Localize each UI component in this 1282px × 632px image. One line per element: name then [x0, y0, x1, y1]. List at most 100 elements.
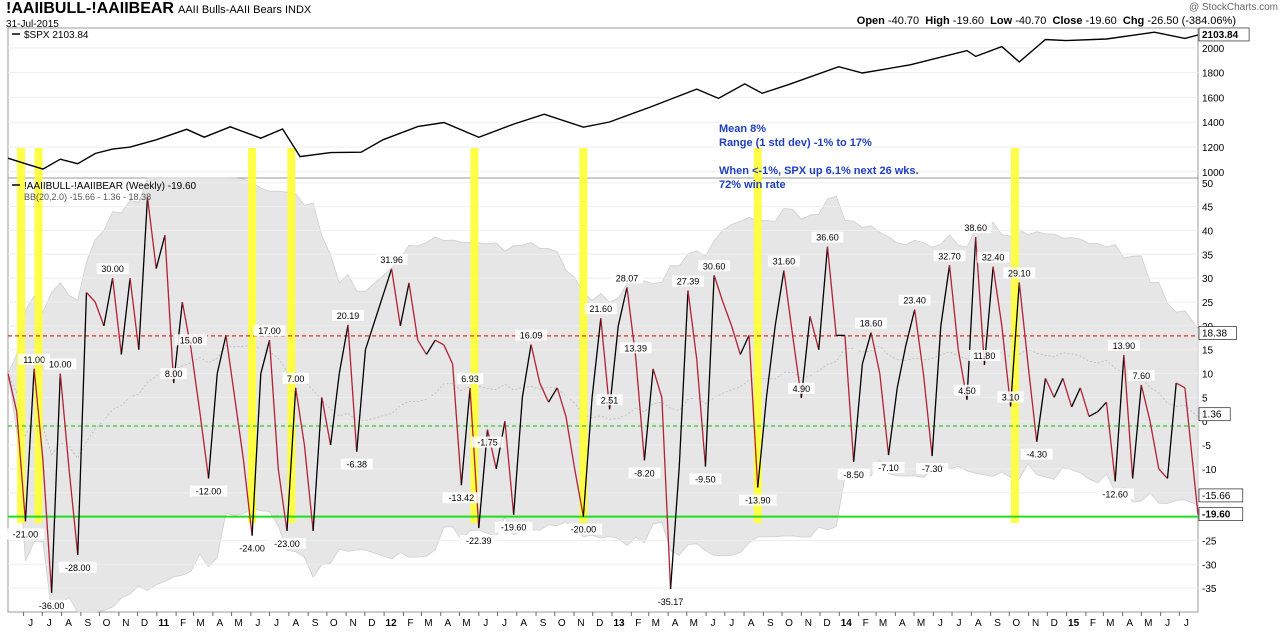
callout-bg — [898, 294, 931, 306]
spx-tick-label: 1800 — [1202, 69, 1225, 80]
spread-segment — [1070, 387, 1081, 408]
spread-segment — [1018, 282, 1029, 365]
callout-label: -4.30 — [1026, 450, 1047, 460]
spread-segment — [678, 290, 689, 467]
value-callouts: -21.00 11.00 -36.00 10.00 -28.00 30.00 8.00 15.… — [6, 222, 1155, 611]
callout-label: -7.10 — [878, 463, 899, 473]
spread-segment — [844, 335, 855, 462]
callout-label: 6.93 — [461, 374, 479, 384]
spread-segment — [207, 373, 218, 479]
spread-segment — [286, 387, 297, 531]
callout-bg — [340, 458, 373, 470]
callout-label: 3.10 — [1002, 392, 1020, 402]
callout-bg — [494, 521, 533, 533]
spread-segment — [512, 397, 524, 515]
x-tick-label: M — [917, 618, 925, 629]
spread-tick-label: 10 — [1202, 370, 1214, 381]
annotation-signal: When <-1%, SPX up 6.1% next 26 wks. — [719, 165, 919, 177]
x-tick-label: N — [577, 618, 584, 629]
x-tick-label: F — [635, 618, 641, 629]
callout-bg — [811, 231, 844, 243]
callout-bg — [698, 260, 731, 272]
callout-bg — [837, 468, 870, 480]
spx-tick-label: 2000 — [1202, 44, 1225, 55]
callout-label: -24.00 — [239, 544, 265, 554]
x-tick-label: M — [690, 618, 698, 629]
spx-tick-label: 1000 — [1202, 168, 1225, 179]
callout-label: 18.60 — [860, 319, 883, 329]
x-tick-label: M — [1106, 618, 1114, 629]
x-tick-label: D — [596, 618, 603, 629]
change-value: -26.50 (-384.06%) — [1147, 15, 1236, 27]
low-value: -40.70 — [1015, 15, 1047, 27]
brand-logo[interactable]: @ StockCharts.com — [1188, 2, 1278, 13]
spread-segment — [600, 318, 611, 410]
callout-label: 7.00 — [287, 374, 305, 384]
spread-legend: !AAIIBULL-!AAIIBEAR (Weekly) -19.60 — [24, 181, 197, 192]
spread-segment — [1166, 383, 1177, 479]
spread-segment — [190, 349, 201, 412]
callout-label: 30.00 — [101, 264, 124, 274]
spread-segment — [364, 268, 393, 350]
spx-tick-label: 1400 — [1202, 118, 1225, 129]
callout-label: 38.60 — [964, 223, 987, 233]
spread-segment — [33, 368, 44, 460]
callout-bg — [332, 309, 364, 321]
spread-segment — [138, 197, 149, 350]
spread-segment — [539, 382, 550, 403]
x-tick-label: M — [652, 618, 660, 629]
spread-segment — [24, 368, 35, 522]
x-tick-label: 15 — [1068, 618, 1080, 629]
spread-segment — [669, 466, 680, 590]
spread-segment — [696, 359, 707, 467]
callout-label: -13.42 — [449, 493, 475, 503]
x-tick-label: N — [122, 618, 129, 629]
callout-bg — [96, 263, 129, 275]
spread-segment — [582, 397, 593, 517]
spread-segment — [443, 344, 454, 365]
callout-bg — [916, 463, 949, 475]
spread-segment — [1140, 384, 1151, 422]
x-tick-label: S — [994, 618, 1001, 629]
spread-segment — [992, 266, 1003, 326]
spread-segment — [1053, 378, 1064, 398]
change-label: Chg — [1122, 15, 1145, 27]
spread-segment — [948, 265, 959, 350]
x-tick-label: F — [1090, 618, 1096, 629]
spread-segment — [460, 388, 471, 486]
callout-bg — [959, 222, 992, 234]
callout-label: -7.30 — [922, 464, 943, 474]
spread-segment — [748, 335, 759, 488]
callout-label: 2.51 — [601, 395, 619, 405]
callout-bg — [1020, 448, 1053, 460]
spread-segment — [661, 397, 672, 589]
spread-segment — [16, 411, 27, 522]
spread-tick-label: 0 — [1202, 417, 1208, 428]
callout-bg — [767, 255, 800, 267]
callout-bg — [459, 535, 498, 547]
x-tick-label: D — [141, 618, 148, 629]
callout-label: 28.07 — [616, 273, 639, 283]
callout-bg — [953, 384, 981, 396]
spread-segment — [390, 268, 401, 326]
x-tick-label: S — [312, 618, 319, 629]
value-tag-box — [1198, 407, 1231, 422]
value-tag-box — [1198, 27, 1250, 42]
x-tick-label: M — [196, 618, 204, 629]
callout-label: 32.40 — [982, 253, 1005, 263]
spread-tick-label: -35 — [1202, 584, 1217, 595]
spread-segment — [242, 459, 253, 536]
callout-label: 10.00 — [49, 360, 72, 370]
spread-segment — [268, 340, 279, 469]
x-tick-label: J — [502, 618, 507, 629]
spx-series — [7, 31, 1199, 170]
x-tick-label: O — [103, 618, 111, 629]
spread-segment — [216, 335, 227, 374]
callout-label: 13.90 — [1113, 341, 1136, 351]
x-tick-label: A — [520, 618, 527, 629]
spread-tick-label: 35 — [1202, 250, 1214, 261]
spread-segment — [486, 429, 497, 470]
callout-label: -35.17 — [658, 597, 684, 607]
x-tick-label: D — [1051, 618, 1058, 629]
